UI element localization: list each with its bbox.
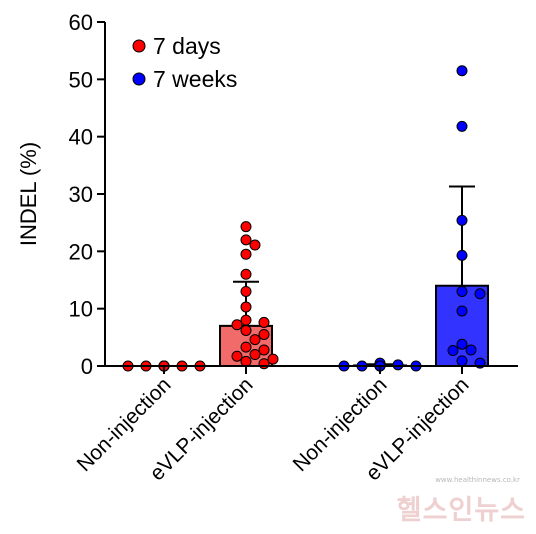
data-point [456, 305, 468, 317]
data-point [456, 65, 468, 77]
data-point [392, 359, 404, 371]
data-point [240, 301, 252, 313]
bars-layer [138, 284, 489, 368]
data-point [447, 345, 459, 357]
labels-layer: 0102030405060Non-injectioneVLP-injection… [16, 10, 474, 485]
data-point [240, 314, 252, 326]
data-point [258, 358, 270, 370]
y-tick-label: 60 [69, 10, 93, 35]
data-point [456, 338, 468, 350]
data-point [456, 120, 468, 132]
points-layer [122, 65, 486, 372]
data-point [240, 234, 252, 246]
y-tick-label: 10 [69, 297, 93, 322]
data-point [240, 285, 252, 297]
y-tick-label: 20 [69, 239, 93, 264]
data-point [240, 221, 252, 233]
data-point [456, 214, 468, 226]
legend-marker [132, 72, 146, 86]
data-point [456, 249, 468, 261]
watermark: www.healthinnews.co.kr 헬스인뉴스 [366, 476, 526, 526]
data-point [267, 353, 279, 365]
axes-layer [97, 21, 518, 374]
data-point [231, 319, 243, 331]
data-point [249, 334, 261, 346]
data-point [456, 355, 468, 367]
data-point [249, 239, 261, 251]
data-point [258, 316, 270, 328]
y-tick-label: 0 [81, 354, 93, 379]
data-point [258, 344, 270, 356]
data-point [474, 288, 486, 300]
y-tick-label: 50 [69, 67, 93, 92]
data-point [240, 324, 252, 336]
legend: 7 days 7 weeks [132, 33, 237, 92]
y-axis-title: INDEL (%) [16, 142, 41, 246]
y-tick-label: 40 [69, 125, 93, 150]
watermark-logo-text: 헬스인뉴스 [396, 495, 526, 526]
data-point [240, 355, 252, 367]
data-point [231, 350, 243, 362]
y-tick-label: 30 [69, 182, 93, 207]
legend-label: 7 weeks [153, 66, 237, 92]
data-point [240, 268, 252, 280]
data-point [456, 285, 468, 297]
watermark-url: www.healthinnews.co.kr [435, 476, 520, 484]
legend-label: 7 days [153, 33, 221, 59]
data-point [249, 349, 261, 361]
legend-marker [132, 39, 146, 53]
data-point [240, 341, 252, 353]
data-point [465, 344, 477, 356]
data-point [258, 328, 270, 340]
data-point [240, 248, 252, 260]
